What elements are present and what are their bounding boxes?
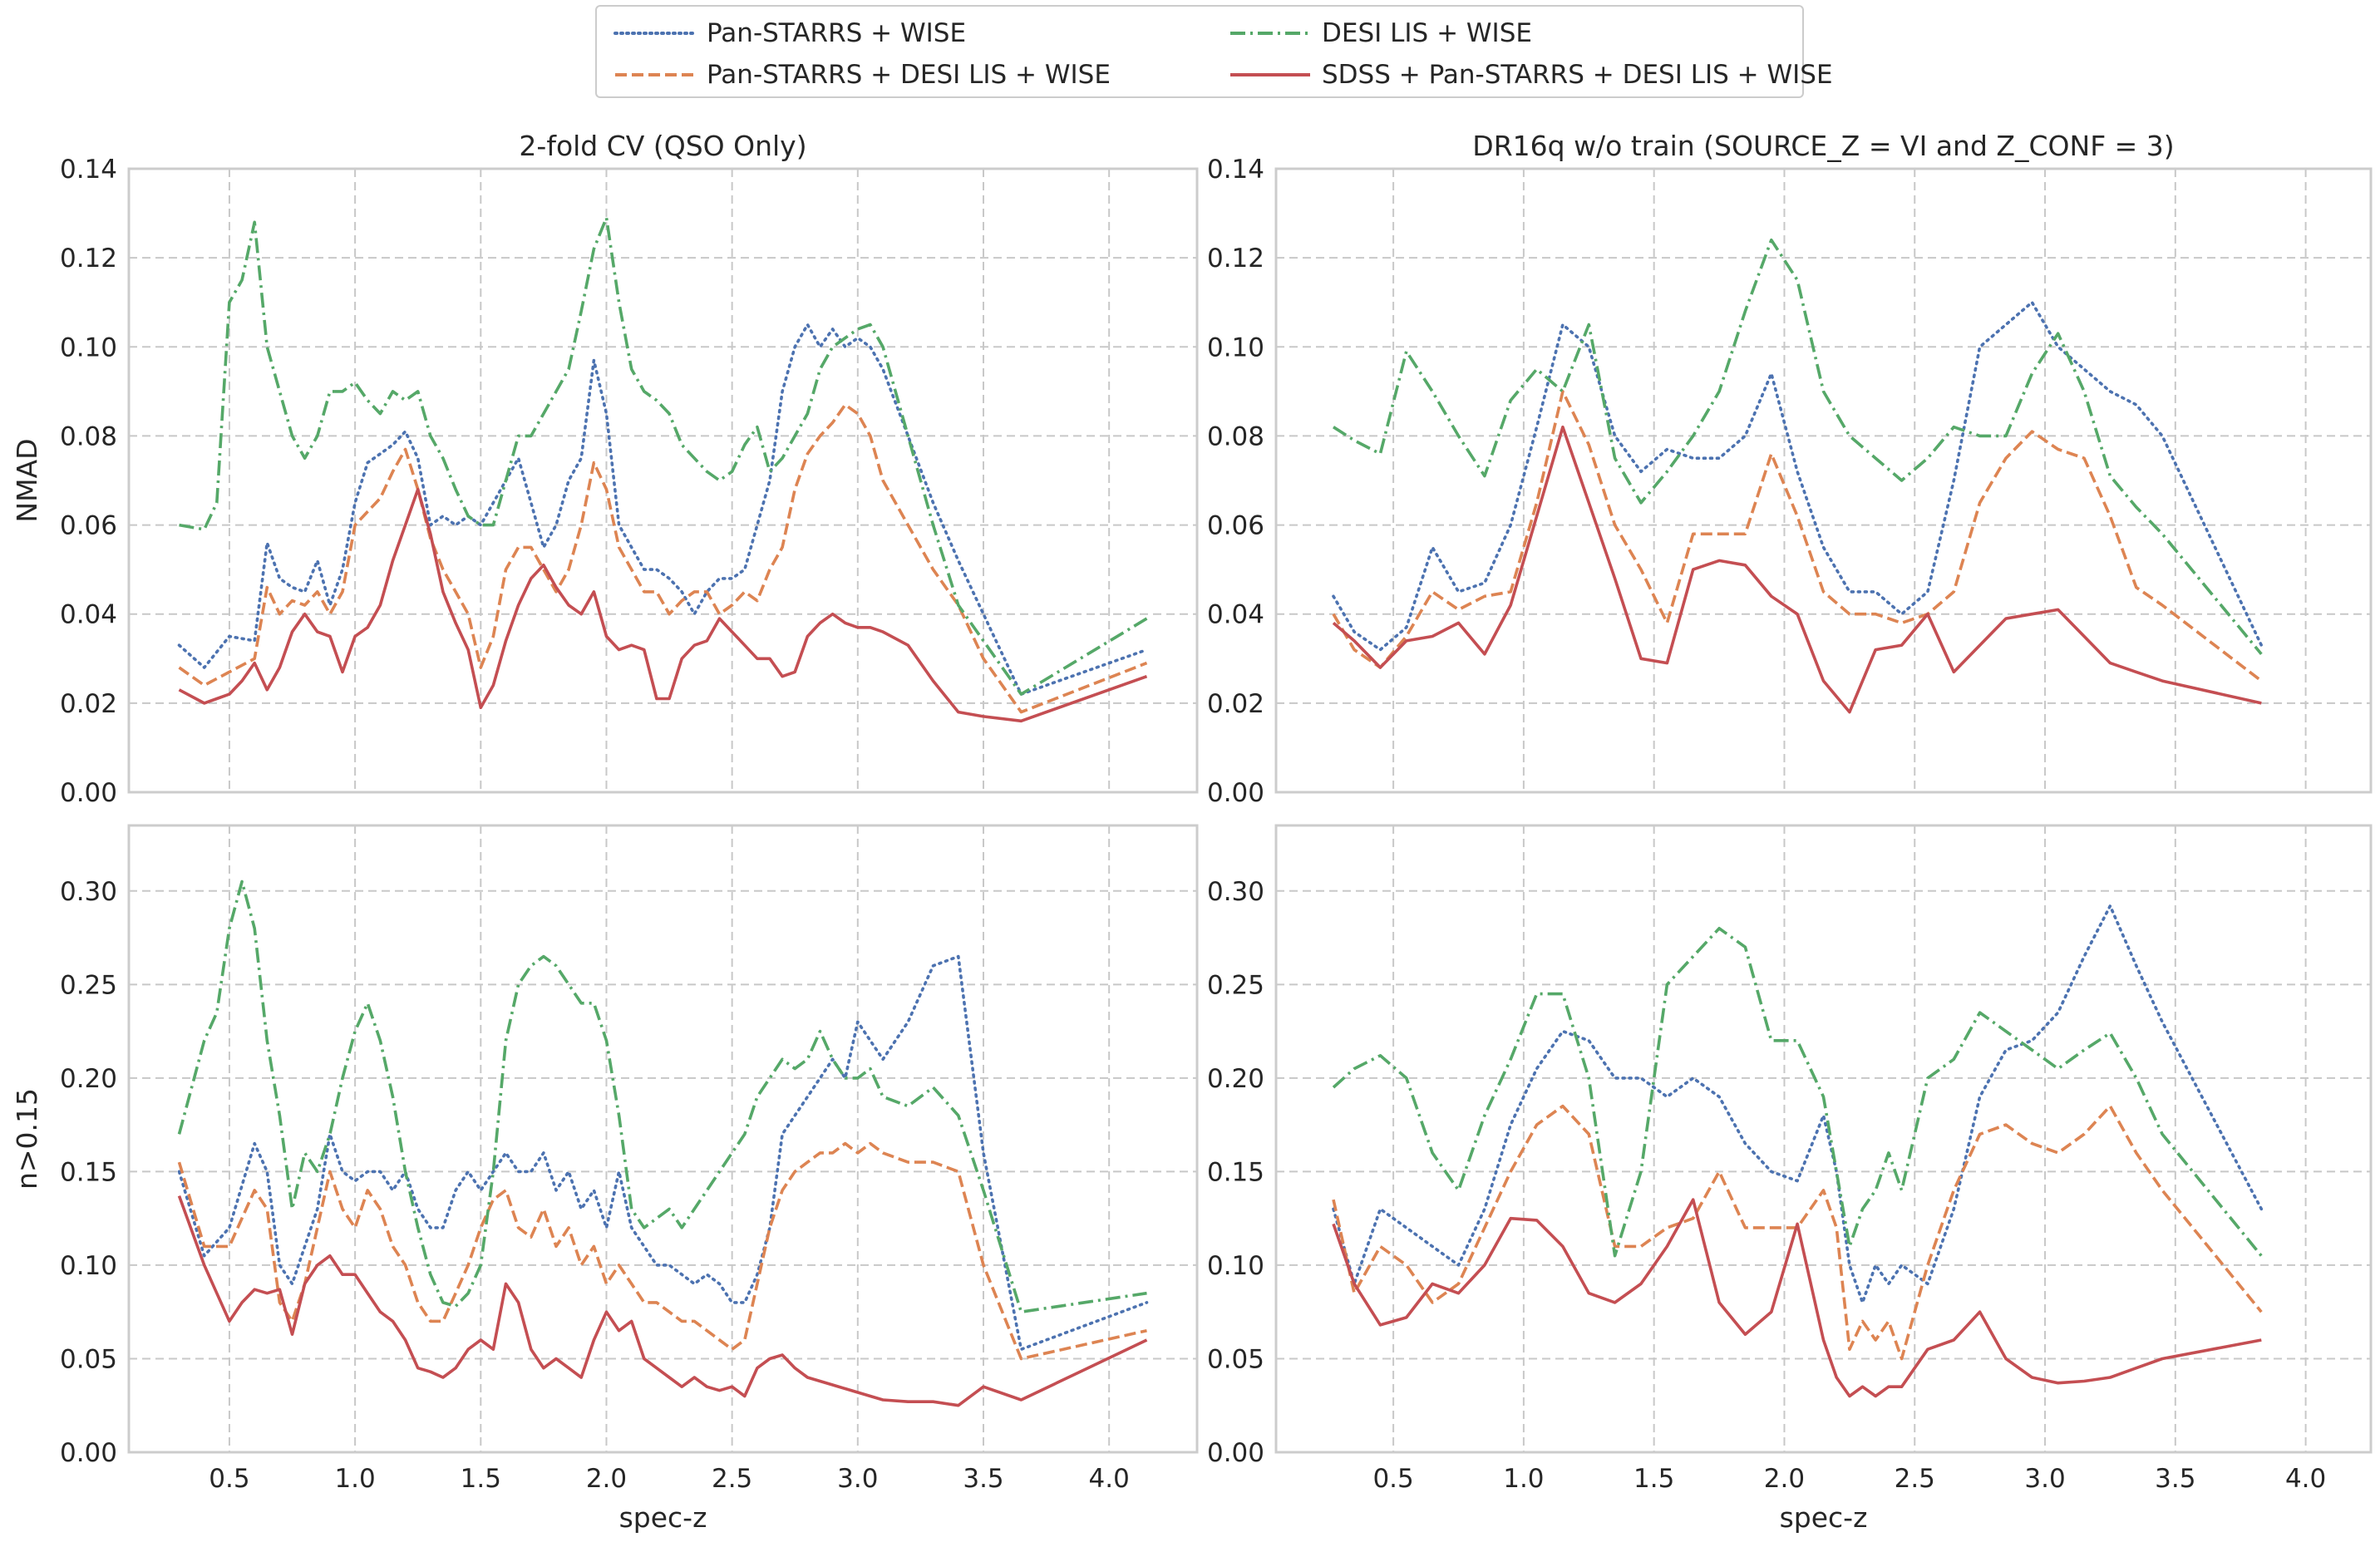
x-tick-label: 3.5: [2155, 1464, 2195, 1494]
panel-2: 0.00 0.02 0.04 0.06 0.08 0.10 0.12 0.14 DR16q w/…: [1207, 130, 2373, 808]
y-tick-label: 0.00: [60, 1438, 117, 1468]
series-line-2: [178, 403, 1148, 714]
axes-frame: [1274, 824, 2373, 1454]
series-line-2: [1332, 1104, 2263, 1361]
y-tick-label: 0.20: [1207, 1064, 1264, 1094]
series-line-1: [1332, 904, 2264, 1304]
x-tick-label: 3.0: [2024, 1464, 2065, 1494]
series-line-4: [1332, 425, 2262, 714]
y-tick-label: 0.08: [1207, 421, 1264, 451]
legend-item-ps-desi-wise: Pan-STARRS + DESI LIS + WISE: [613, 55, 1111, 95]
legend-label-all: SDSS + Pan-STARRS + DESI LIS + WISE: [1322, 60, 1833, 90]
series-line-3: [179, 216, 1148, 696]
y-tick-label: 0.25: [1207, 970, 1264, 1000]
x-tick-label: 1.0: [334, 1464, 375, 1494]
y-tick-label: 0.15: [1207, 1157, 1264, 1187]
y-tick-label: 0.04: [1207, 600, 1264, 630]
series-line-3: [1332, 927, 2263, 1258]
x-tick-label: 0.5: [1372, 1464, 1413, 1494]
x-tick-label: 3.0: [837, 1464, 878, 1494]
legend-swatch-all: [1230, 73, 1310, 76]
panel-4: 0.00 0.05 0.10 0.15 0.20 0.25 0.30 0.5 1.0 1.5 2.0…: [1207, 824, 2373, 1534]
y-axis-label: NMAD: [11, 438, 43, 522]
y-tick-label: 0.10: [60, 333, 117, 362]
legend-item-ps-wise: Pan-STARRS + WISE: [613, 13, 966, 53]
series-line-1: [177, 323, 1149, 696]
legend-item-desi-wise: DESI LIS + WISE: [1229, 13, 1532, 53]
legend-label-ps-desi-wise: Pan-STARRS + DESI LIS + WISE: [707, 60, 1111, 90]
y-tick-label: 0.10: [1207, 333, 1264, 362]
panel-title: DR16q w/o train (SOURCE_Z = VI and Z_CON…: [1472, 130, 2174, 162]
panel-3: 0.00 0.05 0.10 0.15 0.20 0.25 0.30 0.5 1.0 1.5 2.0…: [11, 824, 1199, 1534]
series-line-2: [1332, 390, 2263, 682]
x-tick-label: 2.0: [586, 1464, 627, 1494]
series-line-4: [178, 487, 1148, 723]
axes-frame: [1274, 167, 2373, 794]
panel-title: 2-fold CV (QSO Only): [519, 130, 806, 162]
y-tick-label: 0.12: [1207, 244, 1264, 273]
x-tick-label: 3.5: [963, 1464, 1003, 1494]
legend-label-ps-wise: Pan-STARRS + WISE: [707, 18, 967, 48]
y-tick-label: 0.00: [1207, 1438, 1264, 1468]
y-tick-label: 0.05: [60, 1344, 117, 1374]
x-tick-label: 0.5: [209, 1464, 249, 1494]
y-tick-label: 0.04: [60, 600, 117, 630]
axes-frame: [127, 824, 1199, 1454]
x-tick-label: 1.0: [1503, 1464, 1544, 1494]
series-line-1: [1332, 300, 2264, 652]
y-tick-label: 0.00: [1207, 778, 1264, 808]
series-line-1: [177, 954, 1149, 1351]
y-tick-label: 0.30: [60, 877, 117, 907]
y-tick-label: 0.10: [60, 1251, 117, 1281]
y-tick-label: 0.02: [1207, 689, 1264, 719]
x-tick-label: 2.5: [1895, 1464, 1935, 1494]
y-tick-label: 0.12: [60, 244, 117, 273]
y-tick-label: 0.14: [60, 155, 117, 185]
y-tick-label: 0.06: [60, 511, 117, 541]
y-tick-label: 0.20: [60, 1064, 117, 1094]
legend-swatch-desi-wise: [1230, 32, 1310, 35]
y-tick-label: 0.08: [60, 421, 117, 451]
series-line-4: [1332, 1198, 2262, 1398]
x-axis-label: spec-z: [1780, 1501, 1868, 1534]
x-tick-label: 1.5: [1633, 1464, 1674, 1494]
legend-label-desi-wise: DESI LIS + WISE: [1322, 18, 1532, 48]
legend-swatch-ps-wise: [613, 32, 697, 35]
y-axis-label: n>0.15: [11, 1088, 43, 1190]
y-tick-label: 0.02: [60, 689, 117, 719]
x-tick-label: 2.0: [1764, 1464, 1805, 1494]
y-tick-label: 0.15: [60, 1157, 117, 1187]
x-tick-label: 1.5: [461, 1464, 501, 1494]
series-line-3: [1333, 238, 2263, 656]
legend: Pan-STARRS + WISE Pan-STARRS + DESI LIS …: [595, 5, 1833, 98]
y-tick-label: 0.06: [1207, 511, 1264, 541]
x-axis-label: spec-z: [619, 1501, 707, 1534]
legend-item-all: SDSS + Pan-STARRS + DESI LIS + WISE: [1229, 55, 1833, 95]
y-tick-label: 0.14: [1207, 155, 1264, 185]
series-line-3: [177, 879, 1147, 1313]
x-tick-label: 4.0: [1089, 1464, 1130, 1494]
y-tick-label: 0.25: [60, 970, 117, 1000]
y-tick-label: 0.10: [1207, 1251, 1264, 1281]
series-line-2: [177, 1141, 1147, 1361]
axes-frame: [127, 167, 1199, 794]
y-tick-label: 0.05: [1207, 1344, 1264, 1374]
x-tick-label: 2.5: [712, 1464, 752, 1494]
y-tick-label: 0.00: [60, 778, 117, 808]
y-tick-label: 0.30: [1207, 877, 1264, 907]
legend-swatch-ps-desi-wise: [615, 73, 695, 76]
series-line-4: [177, 1195, 1148, 1407]
x-tick-label: 4.0: [2285, 1464, 2326, 1494]
panel-1: 0.00 0.02 0.04 0.06 0.08 0.10 0.12 0.14 2-fold C…: [11, 130, 1199, 808]
